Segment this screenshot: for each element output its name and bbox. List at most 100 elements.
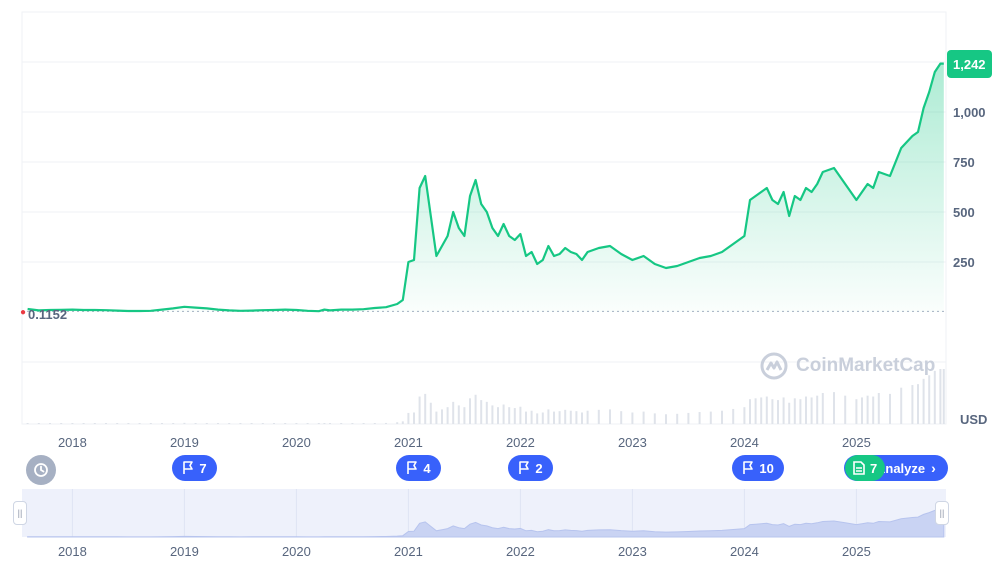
volume-bar (889, 393, 891, 424)
volume-bar (183, 422, 186, 424)
event-flag-badge[interactable]: 4 (396, 455, 441, 481)
volume-bar (939, 369, 942, 424)
volume-bar (446, 407, 449, 424)
x-tick-label: 2024 (730, 435, 759, 450)
volume-bar (900, 387, 903, 424)
history-button[interactable] (26, 455, 56, 485)
navigator-right-handle[interactable]: || (935, 501, 949, 525)
news-count: 7 (870, 460, 878, 476)
y-axis: 250 500 750 1,000 (953, 105, 986, 270)
flag-count: 10 (759, 460, 774, 476)
volume-bar (765, 396, 768, 424)
volume-bar (480, 400, 483, 424)
navigator[interactable]: 2018 2019 2020 2021 2022 2023 2024 2025 (22, 489, 946, 559)
volume-bar (474, 394, 477, 424)
volume-bar (581, 412, 583, 424)
volume-bar (401, 421, 404, 424)
price-line (27, 62, 944, 313)
volume-bar (793, 398, 796, 424)
volume-bar (942, 369, 945, 424)
volume-bar (866, 395, 869, 424)
start-price-value: 0.1152 (28, 307, 68, 322)
volume-bar (239, 423, 242, 424)
volume-bar (340, 423, 343, 424)
volume-bar (922, 378, 925, 424)
volume-bar (760, 397, 763, 424)
volume-bar (541, 412, 544, 424)
volume-bar (407, 412, 410, 424)
volume-bar (116, 423, 119, 424)
volume-bar (631, 412, 634, 424)
coinmarketcap-logo-icon (760, 352, 788, 380)
price-area-fill (27, 63, 944, 312)
y-tick-label: 750 (953, 155, 975, 170)
flag-count: 2 (535, 460, 543, 476)
flag-count: 7 (199, 460, 207, 476)
volume-bar (138, 423, 141, 424)
volume-bar (284, 423, 287, 424)
event-flag-badge[interactable]: 2 (508, 455, 553, 481)
volume-bar (665, 414, 667, 424)
volume-bar (497, 407, 499, 424)
volume-bar (553, 411, 555, 424)
navigator-tick-label: 2021 (394, 544, 423, 559)
navigator-left-handle[interactable]: || (13, 501, 27, 525)
volume-bar (413, 412, 415, 424)
volume-bar (575, 411, 578, 424)
volume-bar (872, 396, 875, 424)
volume-bar (810, 397, 813, 424)
volume-bar (485, 401, 488, 424)
volume-bar (525, 411, 527, 424)
volume-bar (82, 423, 85, 424)
volume-bar (513, 408, 516, 424)
navigator-tick-label: 2020 (282, 544, 311, 559)
x-axis: 2018 2019 2020 2021 2022 2023 2024 2025 (58, 435, 871, 450)
start-marker-icon: ● (20, 307, 27, 318)
volume-bar (71, 423, 74, 424)
volume-bar (295, 423, 298, 424)
volume-bars (26, 369, 945, 424)
volume-bar (26, 423, 29, 424)
volume-bar (261, 423, 264, 424)
volume-bar (933, 370, 936, 424)
flag-icon (743, 461, 754, 474)
volume-bar (620, 411, 623, 424)
navigator-tick-label: 2019 (170, 544, 199, 559)
flag-icon (407, 461, 418, 474)
event-flag-badge[interactable]: 10 (732, 455, 784, 481)
analyze-label: Analyze (876, 460, 926, 476)
price-area (27, 62, 944, 313)
volume-bar (536, 413, 539, 424)
volume-bar (771, 399, 774, 424)
volume-bar (306, 423, 309, 424)
volume-bar (172, 423, 175, 424)
flag-icon (519, 461, 530, 474)
volume-bar (217, 423, 219, 424)
volume-bar (127, 423, 130, 424)
x-tick-label: 2025 (842, 435, 871, 450)
volume-bar (441, 409, 443, 424)
volume-bar (855, 399, 858, 424)
volume-bar (877, 393, 880, 424)
volume-bar (508, 407, 511, 424)
currency-label: USD (960, 412, 988, 427)
flag-count: 4 (423, 460, 431, 476)
event-flag-badge[interactable]: 7 (172, 455, 217, 481)
news-badge[interactable]: 7 (845, 455, 886, 481)
volume-bar (911, 385, 914, 424)
y-tick-label: 500 (953, 205, 975, 220)
volume-bar (37, 423, 40, 424)
volume-bar (250, 423, 253, 424)
volume-bar (329, 423, 331, 424)
watermark-text: CoinMarketCap (796, 355, 936, 376)
volume-bar (457, 405, 460, 424)
y-tick-label: 1,000 (953, 105, 986, 120)
volume-bar (788, 402, 791, 424)
volume-bar (833, 392, 835, 424)
volume-bar (569, 410, 572, 424)
navigator-tick-label: 2023 (618, 544, 647, 559)
volume-bar (928, 375, 931, 424)
volume-bar (60, 423, 63, 424)
navigator-tick-label: 2018 (58, 544, 87, 559)
